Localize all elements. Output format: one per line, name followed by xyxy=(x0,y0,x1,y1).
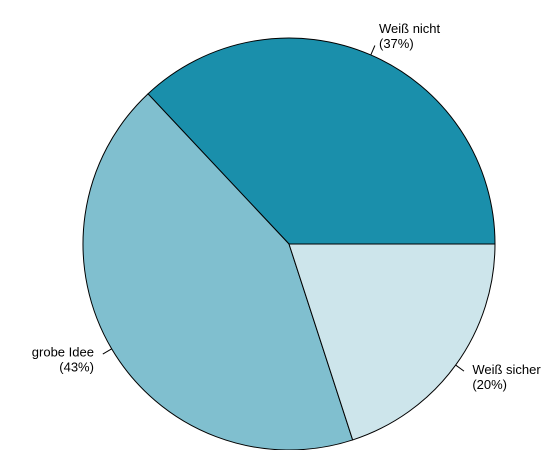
pie-label-tick-3 xyxy=(455,364,465,372)
pie-labels: Weiß nicht(37%) grobe Idee(43%) Weiß siche… xyxy=(32,21,542,392)
slice-label-2: grobe Idee xyxy=(32,344,94,359)
slice-label-1: Weiß nicht xyxy=(379,21,441,36)
slice-label-3: Weiß sicher xyxy=(472,362,541,377)
pie-slices xyxy=(82,37,496,450)
pie-label-tick-2 xyxy=(102,348,112,355)
slice-percent-2: (43%) xyxy=(59,359,94,374)
slice-percent-3: (20%) xyxy=(472,377,507,392)
pie-label-tick-1 xyxy=(370,45,376,56)
pie-slice-1 xyxy=(147,37,496,245)
slice-percent-1: (37%) xyxy=(379,36,414,51)
